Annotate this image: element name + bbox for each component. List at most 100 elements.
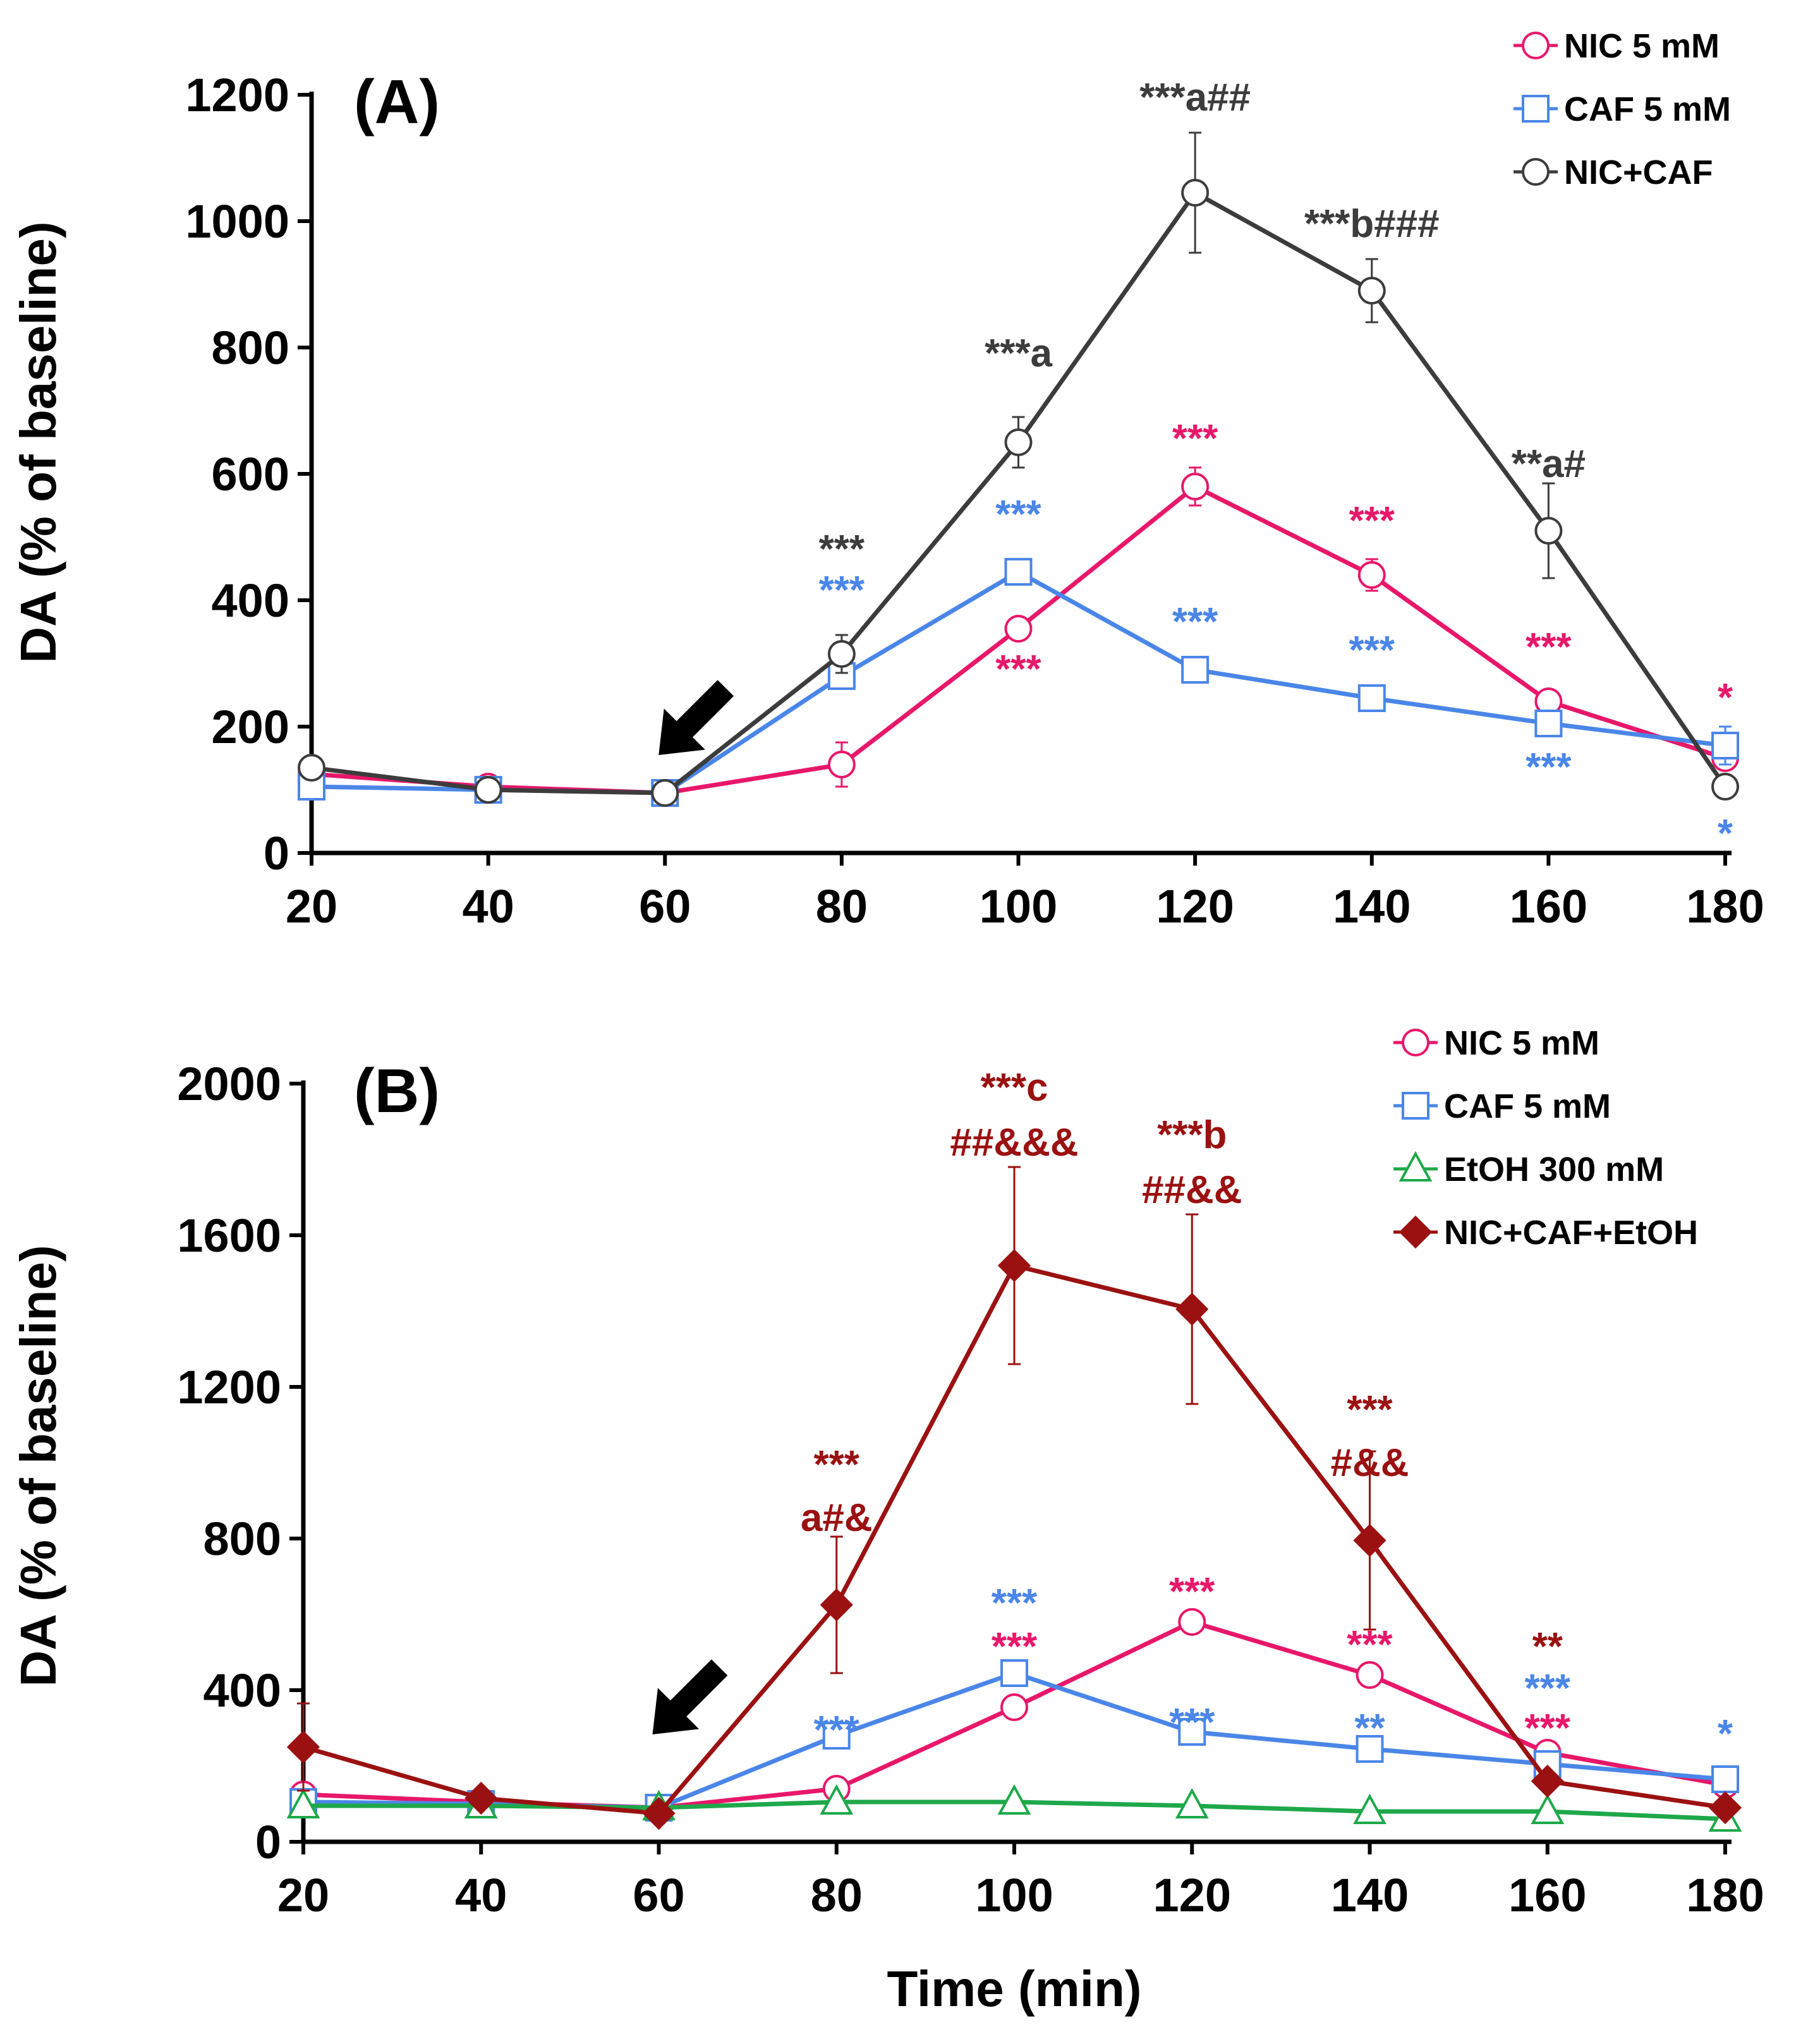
data-point bbox=[651, 779, 679, 807]
data-point bbox=[1004, 558, 1033, 586]
significance-annotation: ***b### bbox=[1304, 202, 1440, 246]
significance-annotation: #&& bbox=[1330, 1441, 1409, 1485]
data-point bbox=[820, 1784, 854, 1815]
data-point bbox=[1531, 1793, 1565, 1824]
data-point bbox=[1178, 1718, 1206, 1746]
x-tick-label: 140 bbox=[1331, 1869, 1409, 1921]
significance-annotation: ***b bbox=[1157, 1113, 1227, 1157]
significance-annotation: ***a## bbox=[1139, 76, 1251, 119]
y-axis-title: DA (% of baseline) bbox=[10, 1245, 66, 1686]
y-tick-label: 0 bbox=[264, 827, 289, 880]
data-point bbox=[1534, 710, 1563, 737]
y-tick-label: 800 bbox=[203, 1513, 281, 1565]
legend-item: NIC+CAF bbox=[1514, 154, 1713, 191]
data-point bbox=[1004, 615, 1033, 643]
data-point bbox=[286, 1730, 320, 1764]
panel-label: (A) bbox=[354, 67, 440, 136]
y-tick-label: 400 bbox=[203, 1664, 281, 1717]
y-tick-label: 1200 bbox=[185, 69, 289, 121]
x-tick-label: 120 bbox=[1156, 880, 1234, 933]
y-tick-label: 200 bbox=[212, 701, 289, 753]
data-point bbox=[1000, 1659, 1028, 1687]
x-tick-label: 80 bbox=[811, 1869, 863, 1921]
legend-marker bbox=[1402, 1092, 1429, 1120]
significance-annotation: *** bbox=[992, 1581, 1038, 1625]
legend-marker bbox=[1402, 1029, 1429, 1056]
x-tick-label: 160 bbox=[1508, 1869, 1586, 1921]
data-point bbox=[642, 1796, 676, 1830]
data-point bbox=[1000, 1693, 1028, 1721]
data-point bbox=[1711, 732, 1739, 759]
data-point bbox=[1356, 1661, 1384, 1689]
significance-annotation: *** bbox=[995, 648, 1041, 691]
panel-b: 0 400 800 1200 1600 2000 20 40 60 80 100 120 140 160 1… bbox=[10, 1024, 1764, 2017]
data-point bbox=[1711, 773, 1739, 801]
arrow-shape bbox=[658, 680, 734, 755]
x-tick-label: 20 bbox=[286, 880, 337, 933]
legend-marker bbox=[1522, 95, 1550, 123]
legend-label: EtOH 300 mM bbox=[1444, 1151, 1664, 1188]
x-tick-label: 40 bbox=[462, 880, 514, 933]
data-point bbox=[997, 1249, 1031, 1283]
significance-annotation: * bbox=[1718, 812, 1733, 856]
data-point bbox=[1178, 1608, 1206, 1636]
data-point bbox=[286, 1787, 320, 1818]
significance-annotation: *** bbox=[814, 1443, 860, 1487]
y-tick-label: 400 bbox=[212, 574, 289, 627]
x-axis-title: Time (min) bbox=[887, 1961, 1141, 2017]
data-point bbox=[298, 754, 325, 782]
significance-annotation: *** bbox=[1172, 600, 1218, 644]
data-point bbox=[1357, 277, 1386, 305]
series-nic-caf-etoh bbox=[286, 1166, 1742, 1830]
significance-annotation: ##&&& bbox=[950, 1121, 1078, 1164]
y-tick-label: 1600 bbox=[177, 1209, 281, 1262]
data-point bbox=[1181, 179, 1210, 207]
legend-marker bbox=[1522, 32, 1550, 59]
y-tick-label: 600 bbox=[212, 448, 289, 500]
x-tick-label: 180 bbox=[1686, 1869, 1764, 1921]
data-point bbox=[827, 640, 856, 668]
data-point bbox=[1357, 684, 1386, 712]
application-arrow-icon bbox=[658, 680, 734, 755]
significance-annotation: *** bbox=[1525, 1707, 1571, 1750]
legend-item: CAF 5 mM bbox=[1393, 1087, 1611, 1125]
legend-label: NIC+CAF+EtOH bbox=[1444, 1214, 1698, 1252]
y-tick-label: 1200 bbox=[177, 1361, 281, 1413]
series-etoh-300-mm bbox=[286, 1784, 1742, 1832]
significance-annotation: *** bbox=[1525, 1667, 1571, 1710]
y-axis-title: DA (% of baseline) bbox=[10, 221, 66, 663]
significance-annotation: *** bbox=[819, 569, 865, 612]
data-point bbox=[1534, 517, 1563, 545]
data-point bbox=[1353, 1523, 1386, 1557]
legend-item: CAF 5 mM bbox=[1514, 90, 1731, 128]
x-tick-label: 80 bbox=[816, 880, 868, 933]
significance-annotation: *** bbox=[819, 528, 865, 571]
significance-annotation: ##&& bbox=[1142, 1168, 1242, 1212]
data-point bbox=[1708, 1791, 1742, 1825]
significance-annotation: *** bbox=[1526, 746, 1572, 789]
data-point bbox=[1181, 473, 1210, 500]
legend-item: EtOH 300 mM bbox=[1393, 1151, 1664, 1188]
x-tick-label: 60 bbox=[639, 880, 691, 933]
data-point bbox=[1531, 1764, 1564, 1798]
legend-label: CAF 5 mM bbox=[1444, 1087, 1611, 1125]
data-point bbox=[1353, 1793, 1386, 1824]
significance-annotation: * bbox=[1718, 1712, 1733, 1756]
data-point bbox=[997, 1784, 1031, 1815]
x-tick-label: 100 bbox=[980, 880, 1057, 933]
data-point bbox=[464, 1781, 498, 1815]
legend-label: NIC 5 mM bbox=[1564, 27, 1720, 65]
data-point bbox=[1356, 1735, 1384, 1763]
significance-annotation: ** bbox=[1354, 1707, 1385, 1750]
y-tick-label: 2000 bbox=[177, 1058, 281, 1110]
legend-marker bbox=[1522, 158, 1550, 186]
data-point bbox=[820, 1588, 853, 1622]
legend-label: NIC+CAF bbox=[1564, 154, 1713, 191]
y-tick-label: 800 bbox=[212, 322, 289, 374]
x-tick-label: 120 bbox=[1153, 1869, 1231, 1921]
series-nic-caf bbox=[298, 131, 1739, 807]
data-point bbox=[822, 1722, 851, 1750]
significance-annotation: ***c bbox=[981, 1066, 1048, 1110]
significance-annotation: *** bbox=[1169, 1701, 1215, 1745]
legend-label: CAF 5 mM bbox=[1564, 90, 1731, 128]
